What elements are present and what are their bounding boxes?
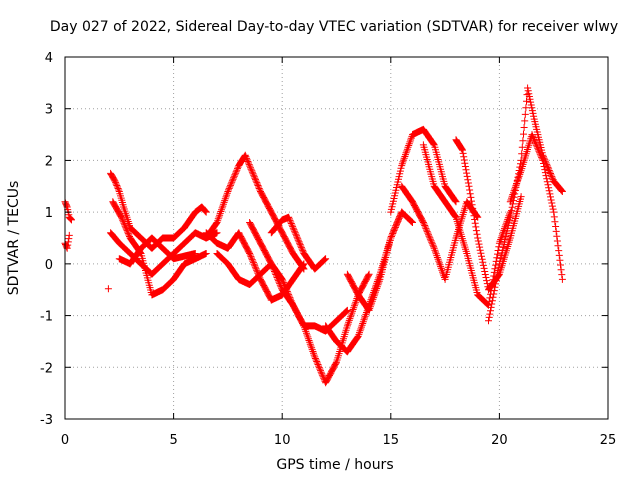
- series-track-11: [246, 219, 351, 335]
- y-tick-label: 2: [45, 154, 53, 169]
- series-track-16: [398, 182, 482, 283]
- series-track-20: [506, 131, 566, 283]
- series-track-4: [107, 169, 210, 252]
- series-track-7: [115, 234, 199, 268]
- plot-frame: [64, 56, 609, 420]
- series-track-10: [213, 250, 373, 387]
- chart-title: Day 027 of 2022, Sidereal Day-to-day VTE…: [50, 19, 618, 35]
- x-tick-label: 20: [491, 433, 508, 448]
- series-track-2: [61, 231, 73, 252]
- x-axis-label: GPS time / hours: [276, 457, 393, 473]
- x-tick-label: 25: [600, 433, 617, 448]
- y-tick-label: -1: [40, 310, 53, 325]
- axis-ticks: 0 5 10 15 20 25 -3 -2 -1 0 1 2 3 4: [40, 51, 616, 448]
- y-axis-label: SDTVAR / TECUs: [6, 181, 22, 296]
- data-points: [61, 84, 566, 387]
- y-tick-label: 1: [45, 206, 53, 221]
- series-track-12: [267, 213, 330, 273]
- x-tick-label: 5: [169, 433, 177, 448]
- y-tick-label: -2: [40, 361, 53, 376]
- series-track-6: [109, 198, 210, 299]
- x-tick-label: 15: [383, 433, 400, 448]
- y-tick-label: 4: [45, 51, 53, 66]
- series-track-8: [202, 151, 308, 273]
- x-tick-label: 0: [61, 433, 69, 448]
- series-track-3: [104, 285, 112, 293]
- series-track-1: [61, 198, 75, 224]
- series-track-19: [485, 84, 566, 325]
- y-tick-label: -3: [40, 413, 53, 428]
- series-track-15: [387, 125, 460, 216]
- x-tick-label: 10: [274, 433, 291, 448]
- y-tick-label: 0: [45, 258, 53, 273]
- series-track-9: [202, 229, 308, 304]
- series-track-14: [343, 208, 416, 314]
- y-tick-label: 3: [45, 103, 53, 118]
